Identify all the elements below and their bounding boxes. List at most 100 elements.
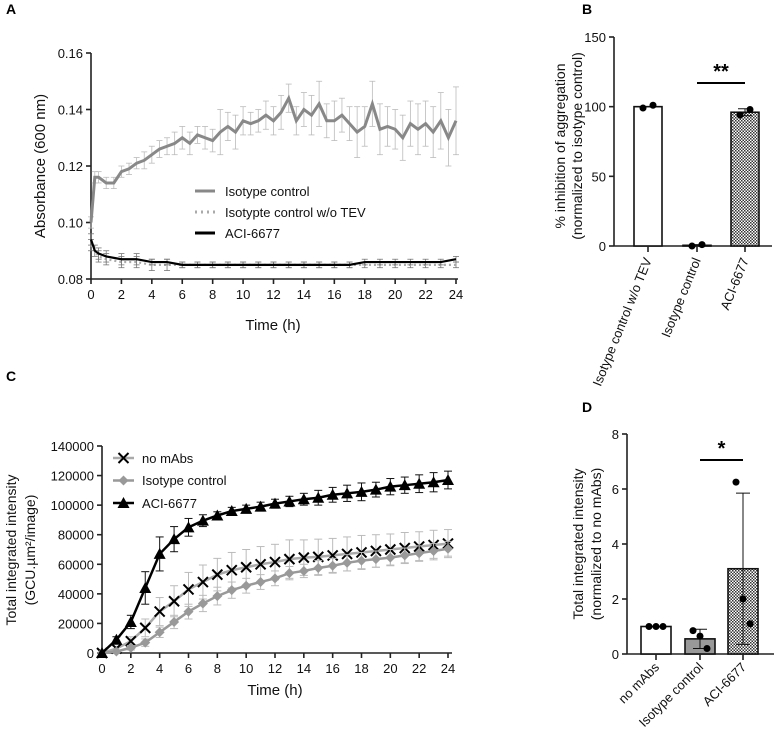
a-y-tick-label: 0.12 [58, 159, 83, 174]
c-data-point [327, 560, 338, 571]
panel-label-d: D [582, 399, 592, 415]
c-data-point [226, 564, 238, 576]
legend-label: Isotypte control w/o TEV [225, 205, 366, 220]
c-data-point [212, 591, 223, 602]
c-y-tick-label: 120000 [51, 469, 94, 484]
c-data-point [124, 615, 137, 627]
b-data-point [746, 105, 754, 113]
a-x-tick-label: 6 [179, 287, 186, 302]
c-data-point [96, 647, 108, 658]
b-bar [633, 105, 663, 247]
c-y-tick-label: 60000 [58, 557, 94, 572]
c-data-point [196, 514, 209, 526]
c-x-tick-label: 2 [127, 661, 134, 676]
c-x-tick-label: 6 [185, 661, 192, 676]
c-data-point [342, 557, 353, 568]
c-data-point [356, 555, 367, 566]
c-data-point [283, 553, 296, 565]
c-data-point [297, 493, 310, 505]
d-ylabel-2: (normalized to no mAbs) [588, 468, 604, 621]
c-y-tick-label: 100000 [51, 498, 94, 513]
c-y-tick-label: 80000 [58, 528, 94, 543]
a-series-line [89, 239, 457, 266]
c-data-point [298, 565, 309, 576]
c-data-point [168, 595, 180, 607]
c-data-point [254, 558, 267, 570]
b-bar [730, 111, 760, 247]
c-data-point [140, 637, 151, 648]
d-data-point [689, 627, 697, 635]
c-data-point [398, 479, 411, 491]
b-y-tick-label: 0 [599, 239, 606, 254]
c-data-point [139, 622, 151, 634]
panel-label-a: A [6, 1, 16, 17]
d-data-point [659, 623, 667, 630]
c-data-point [370, 554, 381, 565]
d-data-point [696, 632, 704, 640]
c-data-point [154, 627, 165, 638]
c-y-tick-label: 20000 [58, 616, 94, 631]
d-y-tick-label: 6 [612, 482, 619, 497]
b-y-tick-label: 100 [584, 100, 606, 115]
c-data-point [399, 550, 410, 561]
c-data-point [182, 583, 195, 596]
c-data-point [225, 505, 238, 517]
c-data-point [443, 543, 453, 554]
c-x-tick-label: 0 [98, 661, 105, 676]
legend-marker [117, 497, 130, 508]
a-x-tick-label: 2 [118, 287, 125, 302]
c-data-point [369, 483, 382, 495]
c-data-point [326, 488, 339, 500]
b-data-point [649, 101, 657, 109]
c-x-tick-label: 10 [239, 661, 253, 676]
legend-label: ACI-6677 [142, 496, 197, 511]
b-ylabel-1: % inhibition of aggregation [552, 63, 568, 228]
d-data-point [703, 645, 711, 652]
c-data-point [312, 491, 325, 503]
b-category-label: ACI-6677 [717, 256, 751, 313]
b-data-point [736, 111, 744, 119]
c-data-point [341, 548, 353, 560]
d-ylabel-1: Total integrated intensity [570, 469, 586, 620]
a-x-tick-label: 10 [236, 287, 250, 302]
b-ylabel-2: (normalized to isotype control) [569, 52, 585, 240]
c-xlabel: Time (h) [247, 682, 302, 699]
b-category-label: Isotype control [658, 255, 704, 339]
d-data-point [732, 478, 740, 486]
c-x-tick-label: 18 [354, 661, 368, 676]
d-y-tick-label: 2 [612, 592, 619, 607]
c-x-tick-label: 20 [383, 661, 397, 676]
c-y-tick-label: 0 [87, 646, 94, 661]
b-significance-label: ** [713, 61, 729, 83]
a-y-tick-label: 0.16 [58, 46, 83, 61]
c-data-point [384, 480, 397, 492]
c-x-tick-label: 16 [325, 661, 339, 676]
c-ylabel-1: Total integrated intensity [3, 475, 19, 626]
legend-label: no mAbs [142, 451, 194, 466]
c-x-tick-label: 12 [268, 661, 282, 676]
a-xlabel: Time (h) [245, 317, 300, 334]
c-data-point [183, 606, 194, 617]
c-x-tick-label: 4 [156, 661, 163, 676]
legend-marker [118, 475, 129, 486]
a-x-tick-label: 22 [418, 287, 432, 302]
b-data-point [698, 241, 706, 249]
c-data-point [428, 545, 439, 556]
d-data-point [746, 620, 754, 628]
c-data-point [240, 502, 253, 514]
a-y-tick-label: 0.14 [58, 103, 83, 118]
c-data-point [169, 616, 180, 627]
a-y-tick-label: 0.08 [58, 272, 83, 287]
c-data-point [125, 635, 137, 647]
c-data-point [197, 576, 209, 588]
c-y-tick-label: 140000 [51, 439, 94, 454]
c-data-point [414, 548, 425, 559]
d-data-point [739, 595, 747, 603]
c-data-point [153, 605, 166, 618]
c-y-tick-label: 40000 [58, 587, 94, 602]
c-data-point [269, 556, 281, 568]
legend-label: ACI-6677 [225, 226, 280, 241]
c-ylabel-2: (GCU.µm²/image) [22, 495, 38, 606]
c-legend: no mAbs Isotype control ACI-6677 [142, 451, 227, 511]
b-data-point [688, 242, 696, 250]
